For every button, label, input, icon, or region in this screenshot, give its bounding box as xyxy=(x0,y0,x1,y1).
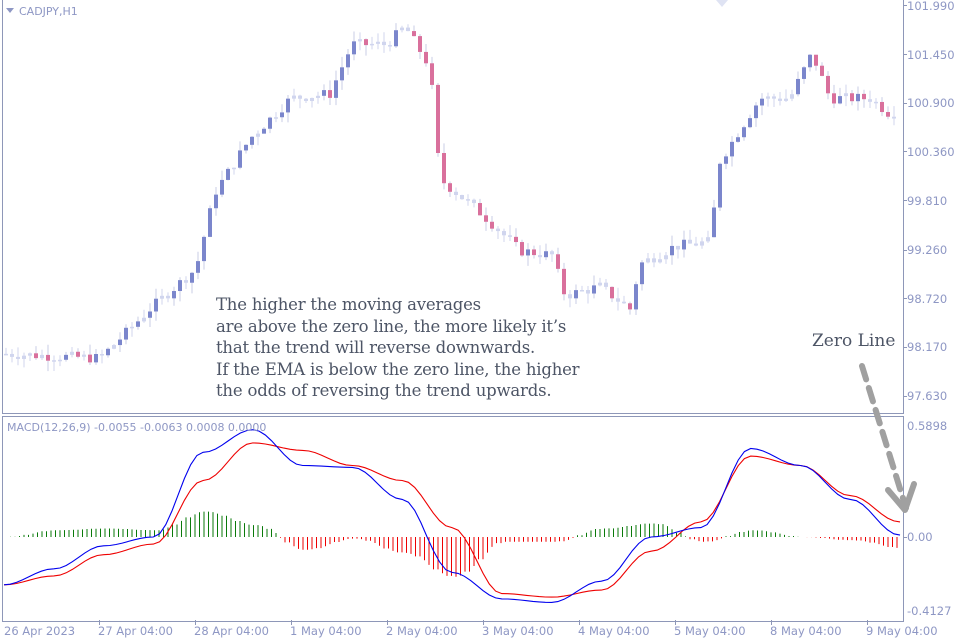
price-tick xyxy=(903,54,907,55)
time-tick xyxy=(483,620,484,625)
annotation-line: If the EMA is below the zero line, the h… xyxy=(216,359,580,379)
time-tick xyxy=(195,620,196,625)
price-tick xyxy=(903,200,907,201)
price-chart-pane[interactable] xyxy=(2,0,904,414)
time-axis-label: 2 May 04:00 xyxy=(386,624,458,638)
price-axis-label: 101.450 xyxy=(907,48,955,62)
time-tick xyxy=(675,620,676,625)
price-axis-label: 100.360 xyxy=(907,145,955,159)
time-axis-label: 8 May 04:00 xyxy=(770,624,842,638)
time-axis-label: 9 May 04:00 xyxy=(866,624,938,638)
time-axis-label: 28 Apr 04:00 xyxy=(194,624,269,638)
time-axis-label: 27 Apr 04:00 xyxy=(98,624,173,638)
price-axis-label: 99.260 xyxy=(907,243,948,257)
time-axis-label: 26 Apr 2023 xyxy=(4,624,76,638)
dropdown-triangle-icon[interactable] xyxy=(6,8,14,13)
annotation-line: the odds of reversing the trend upwards. xyxy=(216,381,552,401)
price-tick xyxy=(903,396,907,397)
macd-title: MACD(12,26,9) -0.0055 -0.0063 0.0008 0.0… xyxy=(7,421,267,434)
time-axis-label: 1 May 04:00 xyxy=(290,624,362,638)
price-axis-label: 101.990 xyxy=(907,0,955,13)
macd-axis-label: -0.4127 xyxy=(907,604,952,618)
annotation-line: are above the zero line, the more likely… xyxy=(216,316,567,336)
price-axis-label: 98.170 xyxy=(907,340,948,354)
time-tick xyxy=(771,620,772,625)
time-tick xyxy=(99,620,100,625)
annotation-line: The higher the moving averages xyxy=(216,295,481,314)
macd-indicator-pane[interactable] xyxy=(2,416,904,622)
time-axis-label: 3 May 04:00 xyxy=(482,624,554,638)
time-tick xyxy=(579,620,580,625)
price-axis-label: 98.720 xyxy=(907,292,948,306)
time-tick xyxy=(387,620,388,625)
price-axis-label: 97.630 xyxy=(907,389,948,403)
chart-shift-marker[interactable] xyxy=(716,0,728,7)
price-tick xyxy=(903,151,907,152)
price-axis-label: 100.900 xyxy=(907,96,955,110)
annotation-text: The higher the moving averages are above… xyxy=(216,294,580,402)
price-tick xyxy=(903,250,907,251)
price-axis-label: 99.810 xyxy=(907,194,948,208)
price-tick xyxy=(903,103,907,104)
price-tick xyxy=(903,5,907,6)
price-tick xyxy=(903,298,907,299)
annotation-line: that the trend will reverse downwards. xyxy=(216,338,536,358)
price-tick xyxy=(903,347,907,348)
time-axis-label: 5 May 04:00 xyxy=(674,624,746,638)
symbol-title: CADJPY,H1 xyxy=(6,5,78,18)
macd-axis-label: 0.5898 xyxy=(907,419,948,433)
time-tick xyxy=(291,620,292,625)
time-tick xyxy=(867,620,868,625)
zero-line-label: Zero Line xyxy=(812,331,896,351)
macd-axis-label: 0.00 xyxy=(907,530,933,544)
time-axis-label: 4 May 04:00 xyxy=(578,624,650,638)
macd-tick xyxy=(903,537,907,538)
symbol-label: CADJPY,H1 xyxy=(19,5,78,18)
